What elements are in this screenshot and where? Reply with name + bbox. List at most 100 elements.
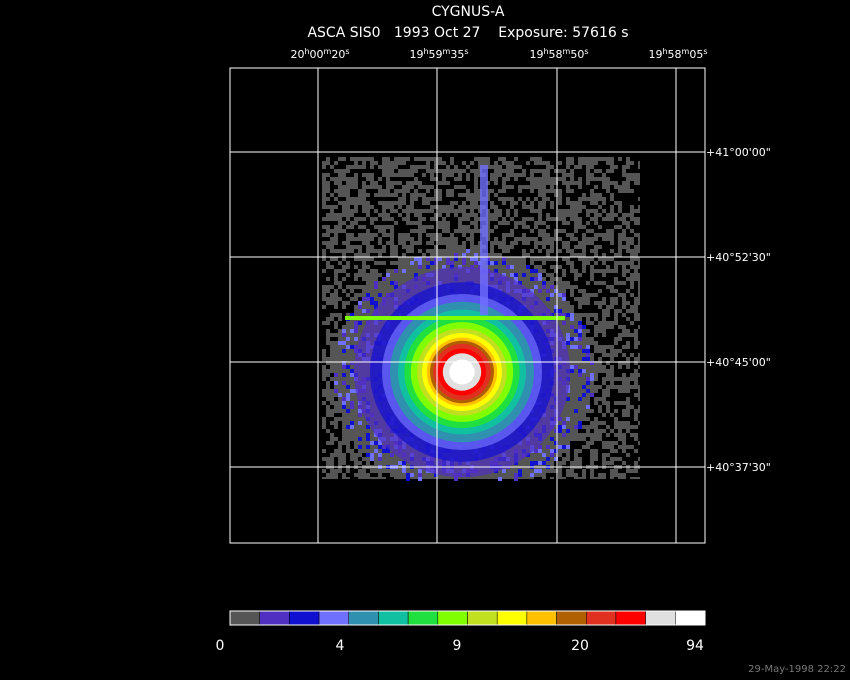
speckle — [330, 181, 334, 185]
speckle — [570, 365, 574, 369]
speckle — [518, 233, 522, 237]
speckle — [462, 261, 466, 265]
speckle — [554, 197, 558, 201]
speckle — [638, 269, 642, 273]
speckle — [618, 381, 622, 385]
ra-label: 19h58m50s — [529, 47, 588, 61]
speckle — [586, 205, 590, 209]
speckle — [582, 189, 586, 193]
speckle — [626, 321, 630, 325]
speckle — [350, 217, 354, 221]
speckle — [598, 401, 602, 405]
speckle — [594, 277, 598, 281]
speckle — [554, 281, 558, 285]
speckle — [586, 193, 590, 197]
speckle — [606, 473, 610, 477]
speckle — [398, 209, 402, 213]
speckle — [634, 289, 638, 293]
speckle — [522, 181, 526, 185]
speckle — [406, 161, 410, 165]
speckle — [458, 165, 462, 169]
colorbar-swatch — [348, 610, 379, 626]
speckle — [606, 249, 610, 253]
speckle — [546, 201, 550, 205]
speckle — [614, 305, 618, 309]
speckle — [326, 325, 330, 329]
speckle — [590, 325, 594, 329]
speckle — [402, 221, 406, 225]
speckle — [410, 261, 414, 265]
speckle — [342, 293, 346, 297]
speckle — [386, 197, 390, 201]
speckle — [406, 229, 410, 233]
speckle — [342, 181, 346, 185]
speckle — [638, 381, 642, 385]
speckle — [538, 289, 542, 293]
speckle — [582, 273, 586, 277]
speckle — [518, 161, 522, 165]
speckle — [378, 221, 382, 225]
speckle — [514, 185, 518, 189]
speckle — [426, 177, 430, 181]
speckle — [426, 193, 430, 197]
speckle — [462, 165, 466, 169]
speckle — [350, 169, 354, 173]
speckle — [466, 233, 470, 237]
speckle — [346, 473, 350, 477]
speckle — [322, 445, 326, 449]
speckle — [518, 241, 522, 245]
speckle — [590, 261, 594, 265]
speckle — [534, 193, 538, 197]
speckle — [630, 393, 634, 397]
speckle — [610, 329, 614, 333]
speckle — [582, 461, 586, 465]
speckle — [326, 221, 330, 225]
speckle — [322, 281, 326, 285]
speckle — [330, 321, 334, 325]
speckle — [450, 229, 454, 233]
speckle — [578, 237, 582, 241]
speckle — [618, 313, 622, 317]
speckle — [358, 185, 362, 189]
speckle — [538, 197, 542, 201]
speckle — [578, 193, 582, 197]
speckle — [602, 305, 606, 309]
colorbar-swatch — [556, 610, 587, 626]
speckle — [322, 341, 326, 345]
speckle — [630, 401, 634, 405]
speckle — [446, 161, 450, 165]
speckle — [322, 169, 326, 173]
speckle — [450, 217, 454, 221]
speckle — [386, 473, 390, 477]
speckle — [410, 217, 414, 221]
speckle — [586, 277, 590, 281]
speckle — [618, 353, 622, 357]
speckle — [394, 213, 398, 217]
speckle — [630, 341, 634, 345]
speckle — [350, 193, 354, 197]
speckle — [538, 253, 542, 257]
coordinate-grid: 20h00m20s 19h59m35s 19h58m50s 19h58m05s+41°… — [229, 47, 771, 544]
speckle — [622, 357, 626, 361]
speckle — [366, 217, 370, 221]
speckle — [570, 221, 574, 225]
speckle — [354, 301, 358, 305]
speckle — [326, 249, 330, 253]
speckle — [622, 249, 626, 253]
speckle — [558, 225, 562, 229]
speckle — [530, 221, 534, 225]
speckle — [566, 253, 570, 257]
speckle — [534, 269, 538, 273]
streak — [480, 165, 488, 315]
speckle — [438, 257, 442, 261]
speckle — [610, 309, 614, 313]
speckle — [334, 185, 338, 189]
speckle — [558, 253, 562, 257]
speckle — [582, 429, 586, 433]
speckle — [582, 325, 586, 329]
speckle — [326, 269, 330, 273]
speckle — [550, 169, 554, 173]
speckle — [390, 189, 394, 193]
speckle — [626, 293, 630, 297]
speckle — [610, 417, 614, 421]
